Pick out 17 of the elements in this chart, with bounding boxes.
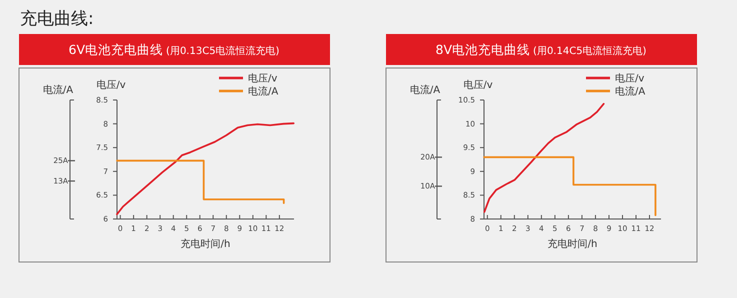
y-axis-title: 电压/v bbox=[463, 79, 493, 91]
line-series bbox=[116, 122, 294, 216]
x-axis-title: 充电时间/h bbox=[548, 238, 598, 250]
legend-label: 电流/A bbox=[615, 86, 646, 98]
legend-label: 电流/A bbox=[248, 86, 278, 98]
chart-title: 8V电池充电曲线 bbox=[436, 42, 530, 57]
text: 充电曲线: bbox=[20, 9, 94, 29]
y2-axis-title: 电流/A bbox=[42, 84, 74, 96]
chart-title: 6V电池充电曲线 bbox=[68, 42, 164, 57]
legend-label: 电压/v bbox=[615, 72, 644, 84]
chart-subtitle: (用0.14C5电流恒流充电) bbox=[533, 45, 647, 57]
y-axis-title: 电压/v bbox=[96, 79, 126, 91]
legend-label: 电压/v bbox=[248, 72, 278, 84]
y2-axis-title: 电流/A bbox=[410, 84, 440, 96]
line-series bbox=[484, 102, 605, 213]
x-axis-title: 充电时间/h bbox=[180, 238, 230, 250]
chart-subtitle: (用0.13C5电流恒流充电) bbox=[166, 45, 280, 57]
